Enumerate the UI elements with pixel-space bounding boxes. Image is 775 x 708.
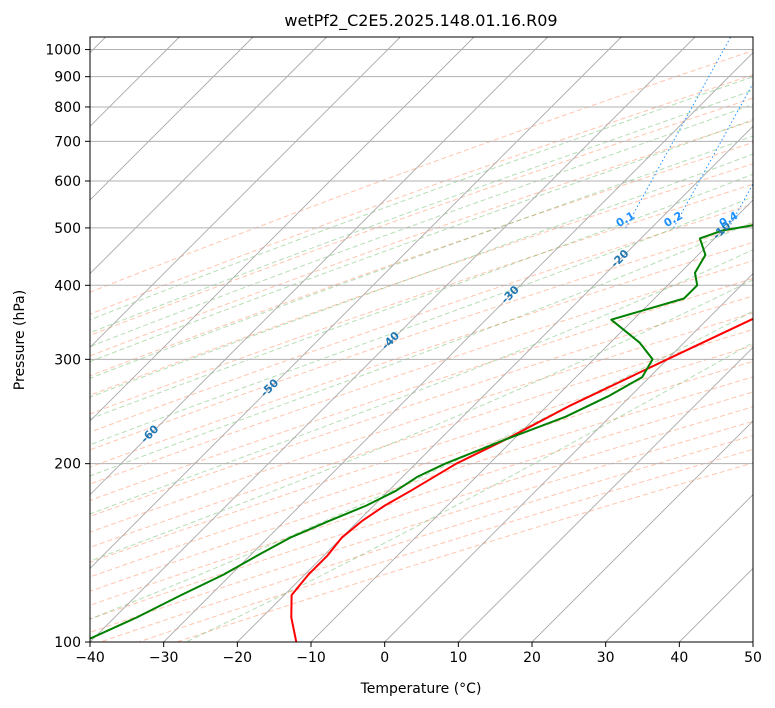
y-tick-label: 100 bbox=[54, 635, 81, 651]
y-tick-label: 300 bbox=[54, 352, 81, 368]
x-tick-label: −40 bbox=[75, 650, 105, 666]
isotherm-line bbox=[531, 420, 753, 642]
dry-adiabat-line bbox=[90, 260, 753, 485]
isotherm-line bbox=[605, 494, 753, 642]
mixing-ratio-line bbox=[673, 82, 753, 229]
x-tick-label: 20 bbox=[523, 650, 541, 666]
y-tick-label: 600 bbox=[54, 174, 81, 190]
y-tick-label: 200 bbox=[54, 457, 81, 473]
x-tick-label: 10 bbox=[449, 650, 467, 666]
moist-adiabat-line bbox=[90, 173, 753, 420]
x-tick-label: 40 bbox=[670, 650, 688, 666]
dry-adiabat-line bbox=[90, 328, 753, 548]
isotherm-line bbox=[458, 346, 753, 642]
dry-adiabat-line bbox=[90, 391, 753, 606]
mixing-ratio-line bbox=[728, 182, 753, 229]
isotherm-line bbox=[90, 37, 327, 275]
x-tick-label: −30 bbox=[149, 650, 179, 666]
temperature-line bbox=[290, 317, 753, 642]
isotherm-line bbox=[90, 37, 475, 422]
moist-adiabat-line bbox=[90, 103, 753, 348]
dry-adiabat-line bbox=[90, 183, 753, 415]
mixing-ratio-line bbox=[625, 37, 732, 229]
y-tick-label: 500 bbox=[54, 221, 81, 237]
isotherm-line bbox=[90, 37, 696, 642]
y-axis-label: Pressure (hPa) bbox=[12, 290, 28, 390]
dry-adiabat-line bbox=[90, 360, 753, 578]
isotherm-line bbox=[90, 37, 254, 201]
dewpoint-line bbox=[90, 224, 753, 640]
moist-adiabat-line bbox=[90, 196, 753, 446]
isotherm-line bbox=[163, 52, 753, 642]
chart-title: wetPf2_C2E5.2025.148.01.16.R09 bbox=[284, 11, 557, 31]
dry-adiabat-line bbox=[90, 222, 753, 451]
isotherm-line bbox=[90, 37, 548, 496]
moist-adiabat-line bbox=[90, 119, 753, 363]
dry-adiabat-line bbox=[90, 345, 753, 563]
y-tick-label: 800 bbox=[54, 100, 81, 116]
isotherm-line bbox=[310, 199, 753, 642]
x-tick-label: −10 bbox=[296, 650, 326, 666]
dry-adiabat-line bbox=[90, 163, 753, 396]
x-tick-label: 0 bbox=[380, 650, 389, 666]
x-axis-label: Temperature (°C) bbox=[360, 681, 482, 697]
isotherm-line bbox=[90, 37, 401, 348]
plot-frame bbox=[89, 36, 754, 643]
dry-adiabat-line bbox=[90, 295, 753, 517]
mixing-ratio-label: 0.6 bbox=[750, 209, 774, 230]
y-tick-label: 1000 bbox=[45, 43, 81, 59]
dry-adiabat-line bbox=[90, 142, 753, 377]
y-tick-label: 900 bbox=[54, 70, 81, 86]
isotherm-line bbox=[384, 273, 753, 642]
x-tick-label: 30 bbox=[597, 650, 615, 666]
x-tick-label: 50 bbox=[744, 650, 762, 666]
y-tick-label: 700 bbox=[54, 134, 81, 150]
moist-adiabat-line bbox=[90, 249, 753, 515]
dry-adiabat-line bbox=[90, 312, 753, 533]
y-tick-label: 400 bbox=[54, 278, 81, 294]
x-tick-label: −20 bbox=[223, 650, 253, 666]
isotherm-line bbox=[90, 37, 622, 569]
dry-adiabat-line bbox=[90, 376, 753, 592]
dry-adiabat-line bbox=[90, 120, 753, 357]
moist-adiabat-line bbox=[90, 221, 753, 477]
